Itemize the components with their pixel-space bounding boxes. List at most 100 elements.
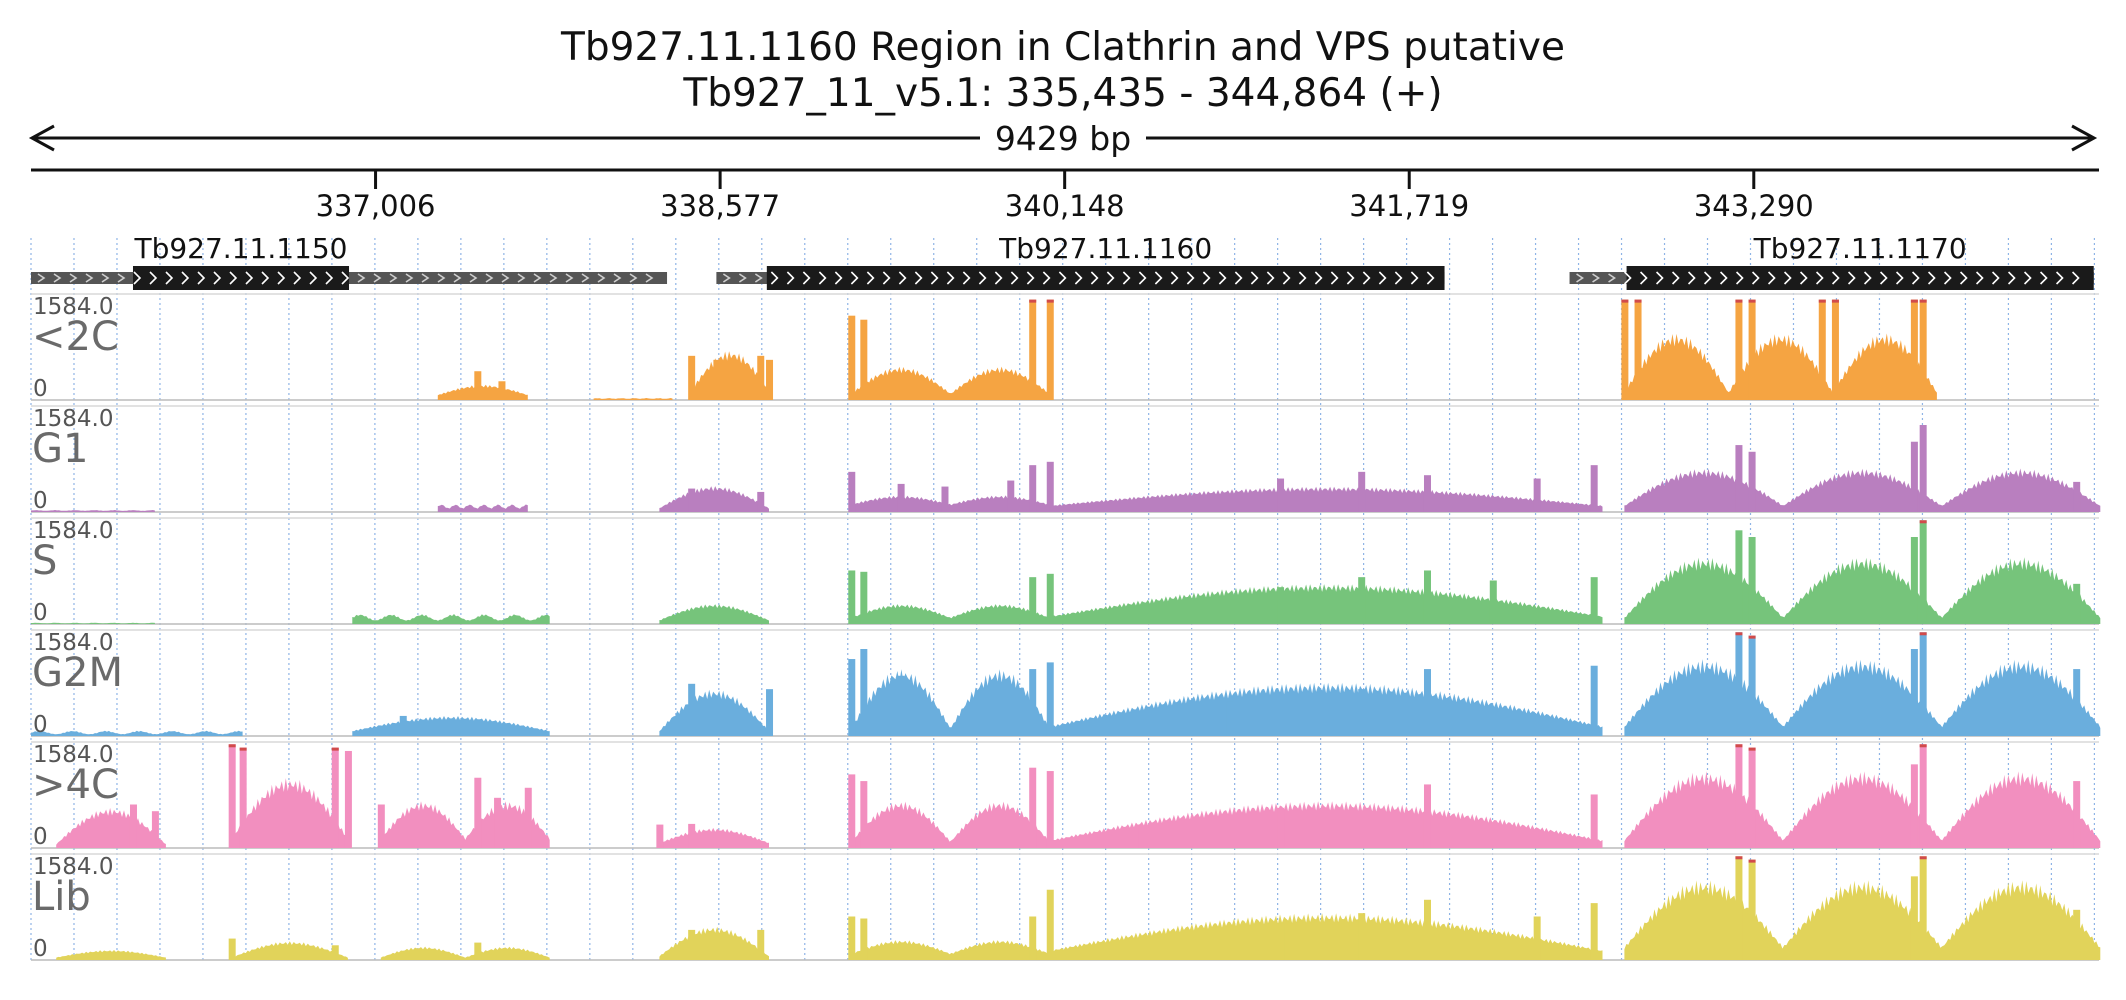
strand-chevron-icon bbox=[1623, 271, 1632, 285]
track-name: >4C bbox=[32, 762, 119, 808]
coverage-spike bbox=[1634, 299, 1642, 400]
coverage-spike bbox=[331, 747, 339, 848]
coverage-spike bbox=[1818, 299, 1826, 400]
strand-chevron-icon bbox=[597, 273, 606, 283]
coverage-spike bbox=[377, 804, 385, 848]
coverage-spike bbox=[1533, 916, 1541, 960]
strand-chevron-icon bbox=[818, 271, 827, 285]
coverage-spike bbox=[757, 491, 765, 512]
tick-label: 341,719 bbox=[1349, 189, 1469, 223]
coverage-spike bbox=[1919, 299, 1927, 400]
coverage-spike bbox=[151, 811, 159, 848]
clip-marker bbox=[228, 744, 236, 748]
track-name: <2C bbox=[32, 314, 119, 360]
coverage-area bbox=[31, 510, 155, 512]
coverage-spike bbox=[1919, 856, 1927, 960]
strand-chevron-icon bbox=[1346, 271, 1355, 285]
gene-track: Tb927.11.1150 Tb927.11.1160 Tb927.11.1170 bbox=[31, 232, 2094, 290]
strand-chevron-icon bbox=[2039, 271, 2048, 285]
coverage-spike bbox=[1748, 635, 1756, 736]
coverage-spike bbox=[941, 486, 949, 512]
strand-chevron-icon bbox=[1703, 271, 1712, 285]
strand-chevron-icon bbox=[1186, 271, 1195, 285]
coverage-spike bbox=[713, 359, 721, 400]
clip-marker bbox=[1735, 744, 1743, 748]
clip-marker bbox=[1735, 856, 1743, 860]
coverage-spike bbox=[1735, 632, 1743, 736]
coverage-spike bbox=[129, 804, 137, 848]
strand-chevron-icon bbox=[581, 273, 590, 283]
strand-chevron-icon bbox=[754, 273, 763, 283]
strand-chevron-icon bbox=[421, 273, 430, 283]
coverage-spike bbox=[860, 649, 868, 736]
coverage-area bbox=[56, 950, 166, 960]
clip-marker bbox=[1831, 299, 1839, 303]
coverage-spike bbox=[1910, 441, 1918, 512]
coverage-area bbox=[352, 716, 550, 736]
coverage-spike bbox=[1029, 916, 1037, 960]
coverage-spike bbox=[1423, 669, 1431, 736]
coverage-spike bbox=[1007, 480, 1015, 512]
coverage-area bbox=[1624, 333, 1937, 400]
coverage-spike bbox=[1590, 903, 1598, 960]
coverage-area bbox=[851, 940, 1050, 960]
coverage-spike bbox=[766, 359, 774, 400]
coverage-spike bbox=[1046, 889, 1054, 960]
coverage-spike bbox=[1910, 649, 1918, 736]
coverage-spike bbox=[1748, 747, 1756, 848]
strand-chevron-icon bbox=[325, 271, 334, 285]
strand-chevron-icon bbox=[613, 273, 622, 283]
strand-chevron-icon bbox=[389, 273, 398, 283]
strand-chevron-icon bbox=[738, 273, 747, 283]
strand-chevron-icon bbox=[549, 273, 558, 283]
clip-marker bbox=[331, 747, 339, 751]
coverage-spike bbox=[897, 675, 905, 736]
coverage-area bbox=[380, 801, 550, 848]
strand-chevron-icon bbox=[181, 271, 190, 285]
coverage-area bbox=[1049, 682, 1603, 736]
strand-chevron-icon bbox=[1250, 271, 1259, 285]
clip-marker bbox=[1748, 299, 1756, 303]
chart-title: Tb927.11.1160 Region in Clathrin and VPS… bbox=[560, 25, 1565, 70]
strand-chevron-icon bbox=[1106, 271, 1115, 285]
coverage-spike bbox=[524, 787, 532, 848]
coverage-spike bbox=[1029, 299, 1037, 400]
coverage-area bbox=[380, 946, 550, 960]
coverage-spike bbox=[848, 471, 856, 512]
coverage-area bbox=[851, 366, 1050, 400]
track-max-label: 1584.0 bbox=[33, 854, 113, 880]
tick-label: 338,577 bbox=[660, 189, 780, 223]
coverage-area bbox=[231, 941, 348, 960]
coverage-spike bbox=[1138, 827, 1146, 848]
track-zero-label: 0 bbox=[33, 488, 48, 514]
coverage-spike bbox=[1748, 299, 1756, 400]
coverage-spike bbox=[848, 315, 856, 400]
coverage-spike bbox=[1489, 580, 1497, 624]
strand-chevron-icon bbox=[1010, 271, 1019, 285]
tick-label: 337,006 bbox=[316, 189, 436, 223]
coverage-area bbox=[659, 604, 769, 624]
strand-chevron-icon bbox=[1042, 271, 1051, 285]
coverage-spike bbox=[1358, 689, 1366, 736]
clip-marker bbox=[1634, 299, 1642, 303]
coordinate-ticks: 337,006 338,577 340,148 341,719 343,290 bbox=[316, 170, 1814, 223]
strand-chevron-icon bbox=[1608, 273, 1616, 283]
coverage-spike bbox=[2073, 909, 2081, 960]
gene-2: Tb927.11.1160 bbox=[716, 232, 1445, 290]
coverage-spike bbox=[860, 918, 868, 960]
track-3: 1584.0S 0 bbox=[31, 517, 2101, 626]
strand-chevron-icon bbox=[37, 273, 46, 283]
span-arrow-right-icon bbox=[2071, 124, 2098, 152]
coverage-area bbox=[1624, 880, 2101, 960]
coverage-area bbox=[1049, 584, 1603, 624]
strand-chevron-icon bbox=[1783, 271, 1792, 285]
clip-marker bbox=[1748, 635, 1756, 639]
coverage-spike bbox=[1029, 767, 1037, 848]
strand-chevron-icon bbox=[53, 273, 62, 283]
strand-chevron-icon bbox=[1639, 271, 1648, 285]
span-label: 9429 bp bbox=[995, 119, 1131, 158]
coverage-spike bbox=[688, 929, 696, 960]
coverage-spike bbox=[494, 797, 502, 848]
coverage-spike bbox=[344, 750, 352, 848]
